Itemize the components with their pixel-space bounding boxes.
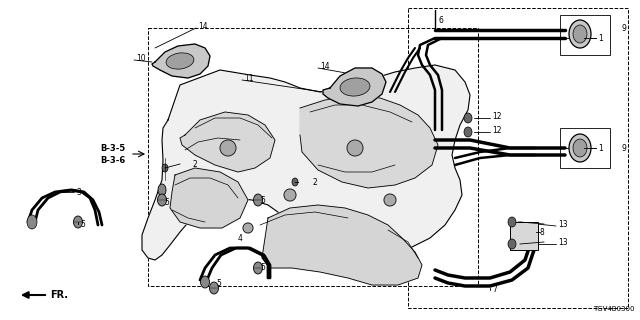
- Text: 12: 12: [492, 111, 502, 121]
- Ellipse shape: [157, 194, 166, 206]
- Ellipse shape: [74, 216, 83, 228]
- Circle shape: [220, 140, 236, 156]
- Text: 2: 2: [192, 159, 196, 169]
- Text: 11: 11: [244, 74, 253, 83]
- Text: 5: 5: [164, 197, 169, 206]
- Bar: [510, 222, 538, 250]
- Text: 1: 1: [598, 143, 603, 153]
- Bar: [560, 15, 610, 55]
- Text: 14: 14: [198, 21, 207, 30]
- Circle shape: [243, 223, 253, 233]
- Ellipse shape: [292, 178, 298, 186]
- Polygon shape: [323, 68, 386, 106]
- Ellipse shape: [508, 239, 516, 249]
- Polygon shape: [152, 44, 210, 78]
- Text: 9: 9: [622, 143, 627, 153]
- Text: 14: 14: [320, 61, 330, 70]
- Text: 4: 4: [238, 234, 243, 243]
- Polygon shape: [262, 205, 422, 285]
- Ellipse shape: [253, 194, 262, 206]
- Text: 10: 10: [136, 53, 146, 62]
- Ellipse shape: [464, 127, 472, 137]
- Text: 13: 13: [558, 220, 568, 228]
- Bar: [560, 128, 610, 168]
- Text: 2: 2: [312, 178, 317, 187]
- Ellipse shape: [166, 53, 194, 69]
- Text: 9: 9: [622, 23, 627, 33]
- Text: TGV4B0300: TGV4B0300: [593, 306, 635, 312]
- Ellipse shape: [200, 276, 209, 288]
- Text: 3: 3: [76, 188, 81, 196]
- Text: 1: 1: [598, 34, 603, 43]
- Text: 12: 12: [492, 125, 502, 134]
- Ellipse shape: [253, 262, 262, 274]
- Text: 8: 8: [540, 228, 545, 236]
- Ellipse shape: [158, 184, 166, 196]
- Text: 7: 7: [492, 285, 497, 294]
- Circle shape: [347, 140, 363, 156]
- Text: 5: 5: [216, 279, 221, 289]
- Ellipse shape: [340, 78, 370, 96]
- Ellipse shape: [464, 113, 472, 123]
- Ellipse shape: [573, 139, 587, 157]
- Ellipse shape: [569, 134, 591, 162]
- Ellipse shape: [573, 25, 587, 43]
- Circle shape: [384, 194, 396, 206]
- Bar: [408, 8, 628, 308]
- Text: B-3-5: B-3-5: [100, 143, 125, 153]
- Text: 5: 5: [260, 263, 265, 273]
- Ellipse shape: [569, 20, 591, 48]
- Ellipse shape: [162, 164, 168, 172]
- Ellipse shape: [209, 282, 218, 294]
- Text: B-3-6: B-3-6: [100, 156, 125, 164]
- Polygon shape: [142, 65, 470, 260]
- Ellipse shape: [508, 217, 516, 227]
- Circle shape: [284, 189, 296, 201]
- Bar: [148, 28, 478, 286]
- Text: 6: 6: [438, 15, 443, 25]
- Polygon shape: [180, 112, 275, 172]
- Text: 5: 5: [80, 220, 85, 228]
- Polygon shape: [300, 96, 438, 188]
- Text: 5: 5: [260, 196, 265, 204]
- Text: 13: 13: [558, 237, 568, 246]
- Text: FR.: FR.: [50, 290, 68, 300]
- Polygon shape: [170, 168, 248, 228]
- Ellipse shape: [27, 215, 37, 229]
